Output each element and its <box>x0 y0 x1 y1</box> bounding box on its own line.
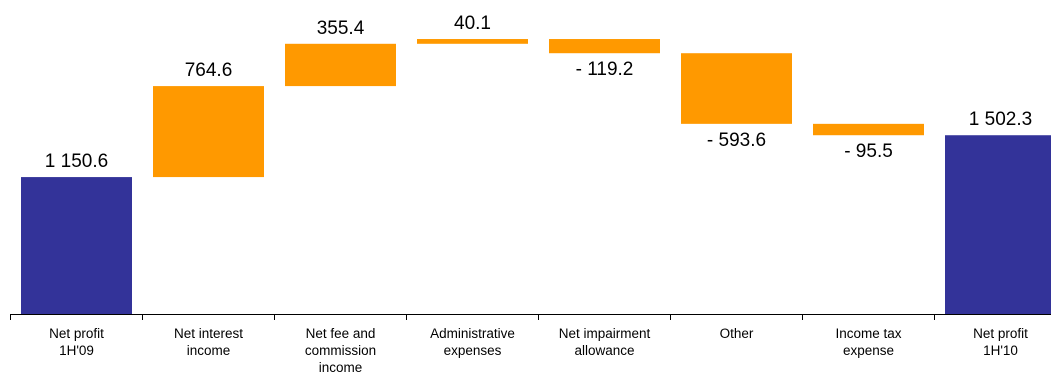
value-label: 355.4 <box>317 18 365 39</box>
change-bar <box>549 39 660 53</box>
change-bar <box>285 44 396 86</box>
value-label: 40.1 <box>454 13 491 34</box>
value-label: 764.6 <box>185 60 233 81</box>
change-bar <box>417 39 528 44</box>
change-bar <box>813 124 924 135</box>
change-bar <box>153 86 264 177</box>
value-label: 1 502.3 <box>969 109 1032 130</box>
category-label: Other <box>720 326 754 341</box>
bars-group <box>21 39 1051 314</box>
change-bar <box>681 53 792 124</box>
value-label: - 95.5 <box>844 141 893 162</box>
total-bar <box>945 135 1051 314</box>
total-bar <box>21 177 132 314</box>
value-label: - 119.2 <box>576 59 634 80</box>
value-label: 1 150.6 <box>45 151 108 172</box>
value-label: - 593.6 <box>707 130 766 151</box>
